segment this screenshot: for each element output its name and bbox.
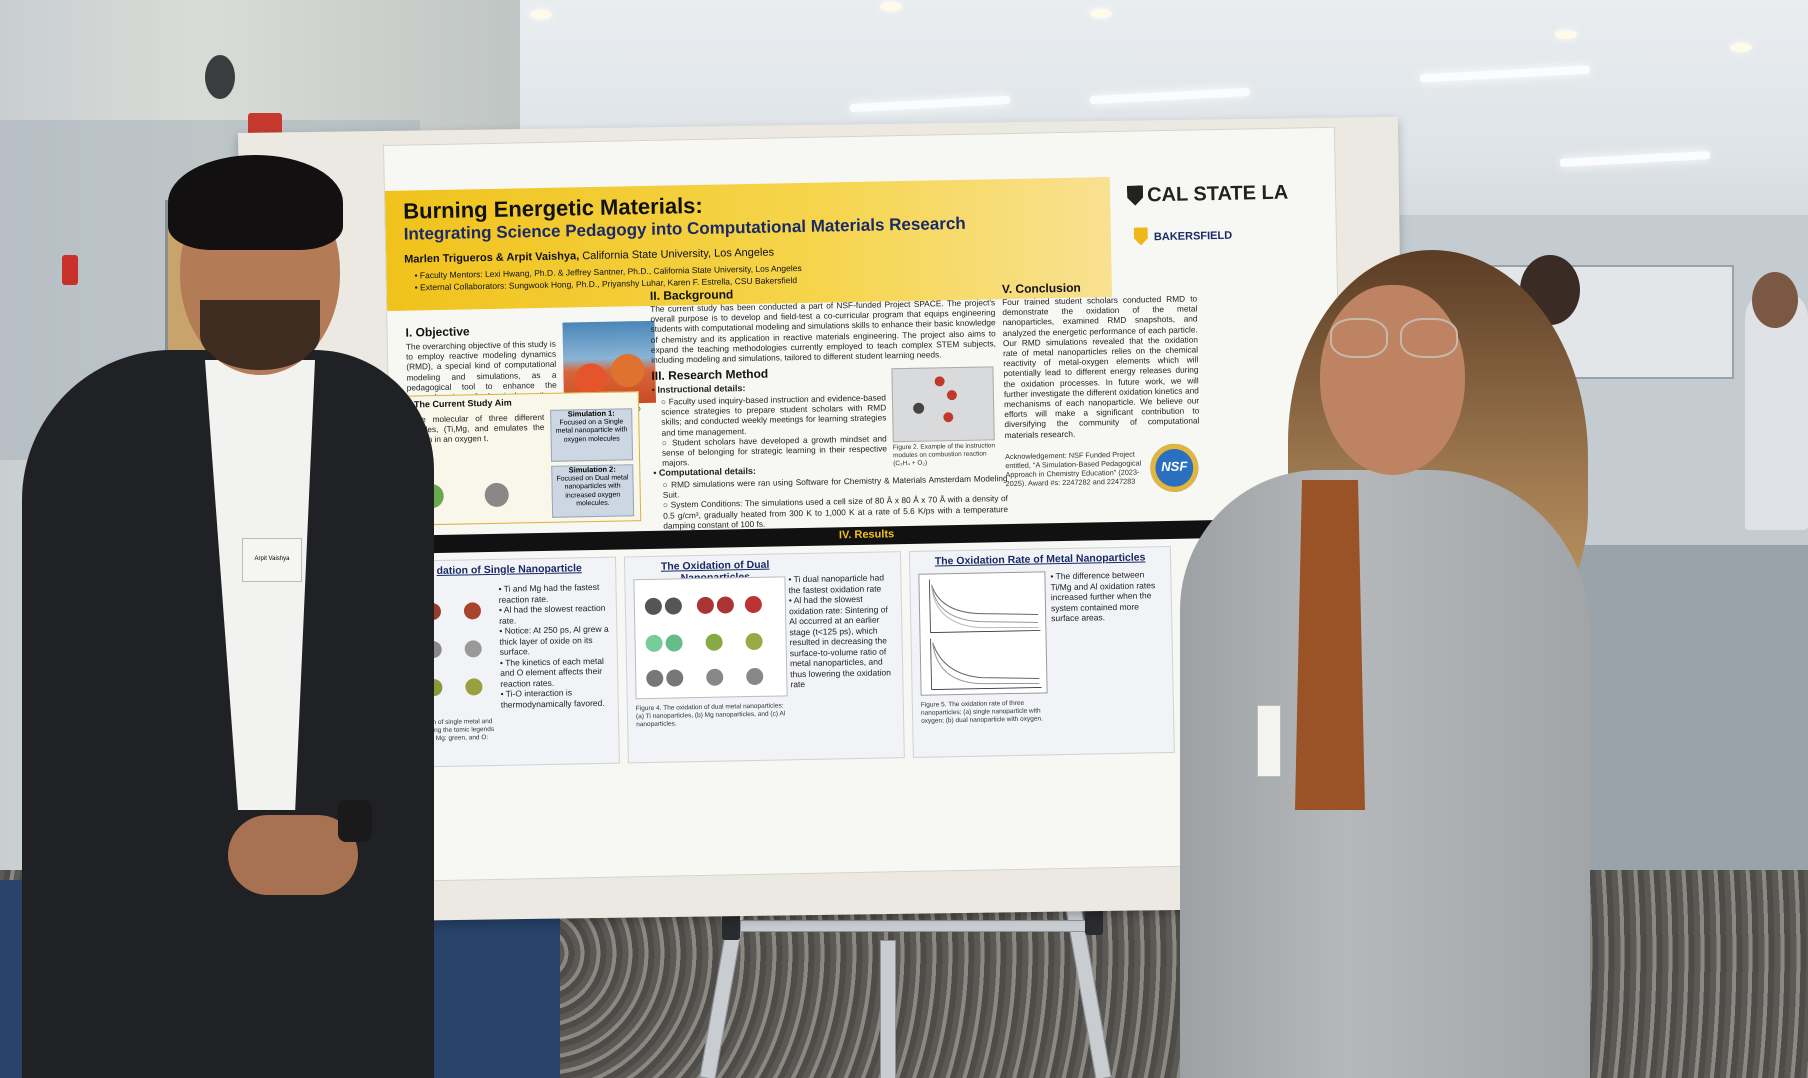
figure-2-caption: Figure 2. Example of the instruction mod… [892,442,996,468]
nanoparticle-gray [746,667,764,686]
glasses-lens [1400,318,1458,358]
glasses-lens [1330,318,1388,358]
atom-red [943,412,954,423]
name-badge [1257,705,1281,777]
research-method-heading: III. Research Method [651,366,769,383]
objective-heading: I. Objective [405,324,470,340]
acknowledgement: Acknowledgement: NSF Funded Project enti… [1005,449,1142,489]
nanoparticle-gray [664,597,683,615]
ceiling-downlight [1730,43,1752,52]
rate-panel-title: The Oxidation Rate of Metal Nanoparticle… [934,551,1146,568]
gray-coat [1180,470,1590,1078]
nanoparticle-gray [706,668,724,686]
clasped-hands [228,815,358,895]
nanoparticle-gray [484,482,509,508]
aim-heading: The Current Study Aim [413,397,512,410]
atom-red [946,390,958,401]
nanoparticle-green [645,634,663,653]
nanoparticle-olive [745,632,763,651]
aim-text: the molecular of three different rticles… [414,411,545,445]
man-hair [168,155,343,250]
instructional-title: • Instructional details: [651,383,746,395]
single-nanoparticle-panel: dation of Single Nanoparticle • Ti and M… [401,556,620,768]
woman-face [1320,285,1465,475]
instructional-text: ○ Faculty used inquiry-based instruction… [660,392,888,468]
research-poster: Burning Energetic Materials: Integrating… [383,126,1349,882]
dual-panel-bullets: • Ti dual nanoparticle had the fastest o… [788,572,891,690]
atom-gray [913,402,925,414]
current-study-aim-box: The Current Study Aim the molecular of t… [406,391,642,526]
ceiling-downlight [530,10,552,19]
name-badge: Arpit Vaishya [242,538,302,582]
conclusion-heading: V. Conclusion [1001,280,1081,297]
cal-state-la-logo-icon [1127,185,1143,205]
figure-4-caption: Figure 4. The oxidation of dual metal na… [635,702,786,729]
single-panel-title: dation of Single Nanoparticle [436,562,582,578]
background-person [1745,290,1808,530]
name-badge-text: Arpit Vaishya [254,556,290,562]
author-names: Marlen Trigueros & Arpit Vaishya, [404,250,580,266]
simulation-1-text: Focused on a Single metal nanoparticle w… [555,417,628,444]
bakersfield-logo: BAKERSFIELD [1153,229,1233,244]
nanoparticle-green [665,634,683,652]
computational-title: • Computational details: [653,465,757,478]
computational-text: ○ RMD simulations were ran using Softwar… [662,473,1009,531]
ceiling-downlight [880,2,902,11]
simulation-2-box: Simulation 2: Focused on Dual metal nanop… [551,464,635,518]
ceiling-downlight [1555,30,1577,39]
oxidation-rate-graph [918,571,1048,696]
dual-nanoparticle-figure [633,576,788,700]
logo-text: CAL STATE LA [1146,181,1289,207]
man-beard [200,300,320,370]
fire-alarm [62,255,78,285]
atom-red [934,376,945,387]
eyeglasses [1330,318,1460,358]
rate-panel-bullets: • The difference between Ti/Mg and Al ox… [1050,569,1156,624]
dual-nanoparticle-panel: The Oxidation of Dual Nanoparticles • Ti… [623,551,905,764]
oxidation-rate-panel: The Oxidation Rate of Metal Nanoparticle… [908,545,1175,758]
conclusion-text: Four trained student scholars conducted … [1002,293,1200,440]
wall-clock [205,55,235,99]
nanoparticle-olive [465,678,483,696]
background-person-head [1752,272,1798,328]
combustion-figure [891,366,995,443]
rust-top [1295,480,1365,810]
nanoparticle-gray [666,669,684,687]
nsf-logo-text: NSF [1161,458,1188,475]
simulation-1-box: Simulation 1: Focused on a Single metal n… [550,408,634,462]
easel-leg [880,940,896,1078]
easel-crossbar [740,920,1092,932]
nanoparticle-red [463,602,482,620]
nanoparticle-gray [646,669,664,688]
nanoparticle-red [696,596,715,615]
ceiling-downlight [1090,9,1112,18]
figure-5-caption: Figure 5. The oxidation rate of three na… [920,699,1043,725]
background-text: The current study has been conducted a p… [650,297,997,365]
oxidation-rate-curves [929,579,1042,690]
nsf-logo: NSF [1149,443,1199,493]
nanoparticle-olive [705,633,723,651]
nanoparticle-gray [644,597,663,616]
simulation-2-text: Focused on Dual metal nanoparticles with… [556,473,629,508]
single-panel-bullets: • Ti and Mg had the fastest reaction rat… [498,581,609,710]
background-heading: II. Background [649,287,734,303]
nanoparticle-red [716,596,735,614]
wristwatch [338,800,372,842]
nanoparticle-red [744,595,763,614]
bakersfield-logo-icon [1134,227,1148,245]
poster-authors: Marlen Trigueros & Arpit Vaishya, Califo… [404,247,774,266]
author-affiliation: California State University, Los Angeles [579,246,775,263]
cal-state-la-logo: CAL STATE LA [1147,182,1289,208]
nanoparticle-gray [464,640,482,658]
